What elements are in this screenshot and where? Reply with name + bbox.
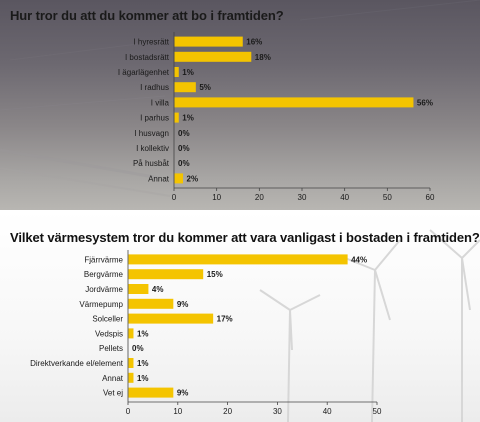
bar [174,36,243,47]
x-tick-label: 20 [255,193,264,202]
category-label: I kollektiv [136,144,169,153]
value-label: 1% [137,359,149,368]
category-label: Annat [148,174,170,183]
bar [128,372,134,383]
bar [174,173,184,184]
value-label: 4% [152,285,164,294]
category-label: Direktverkande el/element [30,359,124,368]
category-label: I hyresrätt [133,38,169,47]
category-label: Bergvärme [84,270,124,279]
value-label: 17% [217,315,233,324]
category-label: I ägarlägenhet [118,68,170,77]
x-tick-label: 40 [323,407,332,416]
category-label: Annat [102,374,124,383]
value-label: 0% [132,344,144,353]
x-tick-label: 30 [273,407,282,416]
value-label: 1% [182,68,194,77]
x-tick-label: 40 [340,193,349,202]
bar [174,67,179,77]
chart-housing: I hyresrätt 16% I bostadsrätt 18% I ägarläge… [118,32,435,202]
category-label: I parhus [140,114,169,123]
chart-heating: Fjärrvärme 44% Bergvärme 15% Jordvärme 4% Värm… [30,250,382,416]
bar [174,51,252,62]
x-tick-label: 0 [172,193,177,202]
category-label: Vet ej [103,389,123,398]
value-label: 56% [417,98,433,107]
category-label: Solceller [92,315,123,324]
category-label: Vedspis [95,329,123,338]
chart-title: Hur tror du att du kommer att bo i framt… [10,8,284,23]
value-label: 0% [178,129,190,138]
x-tick-label: 10 [173,407,182,416]
value-label: 44% [351,255,367,264]
bar [128,284,149,294]
bar [128,298,174,309]
value-label: 1% [137,374,149,383]
value-label: 9% [177,300,189,309]
value-label: 1% [182,114,194,123]
bar [128,254,348,265]
bar [128,358,134,368]
x-tick-label: 20 [223,407,232,416]
value-label: 5% [199,83,211,92]
value-label: 2% [187,174,199,183]
category-label: Pellets [99,344,123,353]
bar [128,328,134,339]
x-tick-label: 50 [383,193,392,202]
category-label: I bostadsrätt [125,53,170,62]
background-wind-turbines [259,229,480,422]
background-photo-lines [0,0,480,197]
value-label: 15% [207,270,223,279]
value-label: 16% [246,38,262,47]
value-label: 9% [177,389,189,398]
x-tick-label: 60 [426,193,435,202]
bar [174,112,179,123]
bar [174,97,414,108]
top-chart-panel: Hur tror du att du kommer att bo i framt… [0,0,480,210]
x-tick-label: 0 [126,407,131,416]
value-label: 0% [178,144,190,153]
category-label: Jordvärme [85,285,123,294]
bar [174,82,196,93]
category-label: I husvagn [134,129,169,138]
category-label: Värmepump [79,300,123,309]
bar [128,387,174,398]
bar [128,269,204,280]
category-label: I villa [151,98,170,107]
category-label: I radhus [140,83,169,92]
x-tick-label: 50 [373,407,382,416]
x-tick-label: 10 [212,193,221,202]
value-label: 1% [137,329,149,338]
bar [128,313,214,324]
value-label: 18% [255,53,271,62]
x-tick-label: 30 [298,193,307,202]
chart-title: Vilket värmesystem tror du kommer att va… [10,230,480,245]
value-label: 0% [178,159,190,168]
category-label: Fjärrvärme [84,255,123,264]
bottom-chart-panel: Vilket värmesystem tror du kommer att va… [0,210,480,422]
category-label: På husbåt [133,159,170,168]
